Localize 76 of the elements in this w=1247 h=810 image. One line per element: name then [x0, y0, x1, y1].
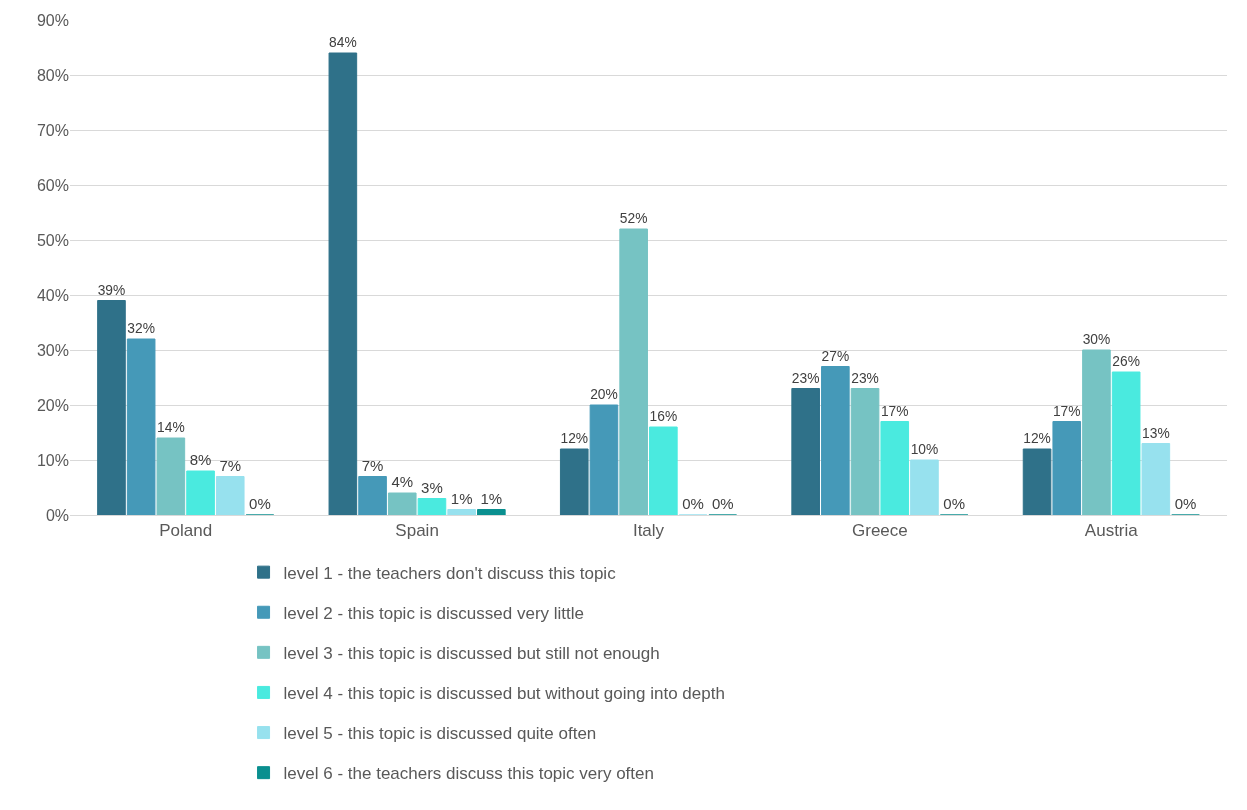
y-tick-label: 20% — [36, 396, 69, 414]
bar — [589, 404, 619, 515]
data-label: 30% — [1082, 332, 1111, 348]
data-label: 27% — [821, 348, 850, 364]
legend-label: level 2 - this topic is discussed very little — [283, 603, 584, 623]
data-label: 0% — [1174, 495, 1197, 512]
bar — [910, 459, 939, 515]
legend-label: level 1 - the teachers don't discuss this topic — [283, 563, 617, 583]
bar — [850, 388, 880, 515]
bar — [1052, 421, 1082, 515]
x-tick-label: Spain — [395, 521, 439, 541]
data-label: 12% — [560, 431, 589, 447]
bar — [186, 470, 215, 515]
data-label: 17% — [1052, 403, 1081, 419]
bar — [328, 52, 358, 515]
bar — [156, 437, 186, 515]
bar — [387, 492, 417, 515]
legend-label: level 3 - this topic is discussed but still not enough — [283, 643, 660, 663]
bar — [880, 421, 910, 515]
x-tick-label: Austria — [1084, 521, 1139, 541]
x-tick-label: Greece — [852, 521, 908, 541]
data-label: 14% — [157, 420, 185, 436]
legend-label: level 4 - this topic is discussed but without going into depth — [283, 684, 725, 704]
data-label: 84% — [329, 35, 357, 51]
bar — [215, 476, 245, 515]
bar — [358, 476, 387, 515]
data-label: 0% — [249, 495, 271, 512]
bar — [447, 509, 476, 515]
data-label: 1% — [450, 489, 473, 507]
bar — [559, 448, 589, 515]
data-label: 32% — [127, 321, 155, 337]
y-tick-label: 60% — [36, 176, 69, 194]
bar — [477, 509, 506, 515]
bar — [791, 388, 820, 515]
bar — [1111, 371, 1141, 515]
bar — [1082, 349, 1111, 515]
bar — [417, 498, 447, 515]
data-label: 12% — [1023, 431, 1051, 447]
bar — [126, 338, 156, 515]
bar — [1141, 443, 1171, 515]
x-tick-label: Poland — [159, 521, 213, 541]
data-label: 1% — [480, 489, 503, 507]
data-label: 4% — [391, 473, 414, 490]
data-label: 8% — [189, 451, 212, 468]
data-label: 26% — [1112, 354, 1140, 370]
data-label: 52% — [619, 211, 648, 227]
data-label: 23% — [851, 370, 879, 386]
y-tick-label: 80% — [36, 66, 69, 84]
bar — [619, 228, 648, 515]
legend-label: level 5 - this topic is discussed quite often — [283, 724, 597, 744]
y-tick-label: 10% — [36, 451, 69, 469]
y-tick-label: 50% — [36, 231, 69, 249]
y-tick-label: 0% — [45, 506, 69, 524]
legend-label: level 6 - the teachers discuss this topic very often — [283, 764, 654, 784]
data-label: 39% — [97, 282, 126, 298]
y-tick-label: 70% — [36, 121, 69, 139]
data-label: 3% — [421, 478, 443, 496]
data-label: 7% — [361, 456, 384, 474]
bar — [1022, 448, 1052, 515]
data-label: 0% — [711, 495, 734, 512]
x-tick-label: Italy — [632, 521, 665, 541]
data-label: 20% — [590, 387, 618, 403]
data-label: 10% — [910, 442, 939, 458]
y-tick-label: 40% — [36, 286, 69, 304]
data-label: 17% — [880, 403, 909, 419]
data-label: 13% — [1142, 425, 1170, 441]
data-label: 7% — [219, 456, 242, 474]
bar — [97, 300, 126, 515]
y-tick-label: 90% — [36, 11, 69, 29]
data-label: 0% — [682, 495, 704, 512]
data-label: 0% — [943, 495, 965, 512]
data-label: 23% — [791, 370, 820, 386]
bar — [649, 426, 678, 515]
y-tick-label: 30% — [36, 341, 69, 359]
data-label: 16% — [649, 409, 678, 425]
bar — [821, 366, 850, 515]
